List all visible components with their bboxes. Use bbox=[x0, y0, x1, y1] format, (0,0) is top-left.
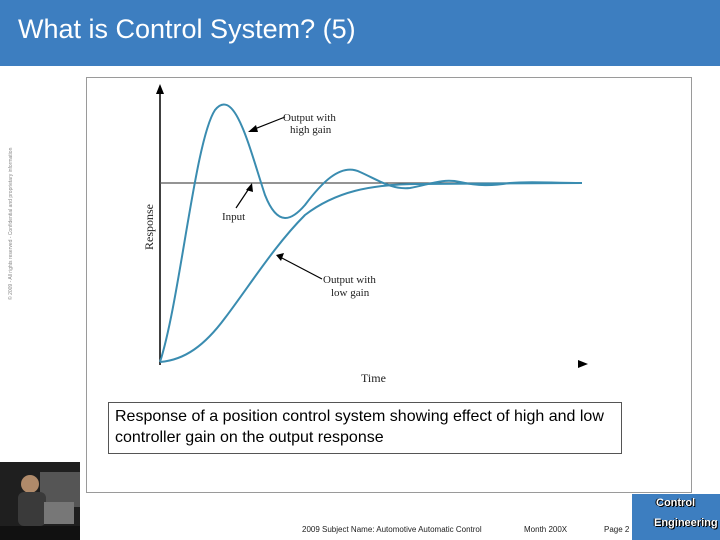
input-arrowhead bbox=[246, 183, 253, 192]
title-bar: What is Control System? (5) bbox=[0, 0, 720, 66]
logo-text-control: Control bbox=[656, 497, 696, 509]
x-axis-label: Time bbox=[361, 371, 386, 385]
high-gain-pointer bbox=[251, 116, 286, 131]
footer-page: Page 2 bbox=[604, 525, 630, 534]
high-gain-curve bbox=[159, 103, 583, 363]
slide-title: What is Control System? (5) bbox=[18, 14, 356, 44]
high-gain-arrowhead bbox=[248, 125, 258, 132]
input-pointer bbox=[235, 186, 251, 209]
x-axis-arrow bbox=[578, 360, 588, 368]
logo-background bbox=[632, 494, 720, 540]
engineer-photo bbox=[0, 462, 80, 540]
diagram-caption: Response of a position control system sh… bbox=[108, 402, 622, 454]
annotation-input: Input bbox=[222, 211, 245, 223]
logo-text-engineering: Engineering bbox=[654, 517, 718, 529]
annotation-low-gain-2: low gain bbox=[331, 287, 370, 299]
y-axis-arrow bbox=[156, 84, 164, 94]
annotation-high-gain-2: high gain bbox=[290, 124, 332, 136]
footer-subject: 2009 Subject Name: Automotive Automatic … bbox=[302, 525, 482, 534]
annotation-low-gain-1: Output with bbox=[323, 274, 376, 286]
low-gain-arrowhead bbox=[276, 253, 284, 261]
engineer-photo-art bbox=[0, 462, 80, 540]
y-axis-label: Response bbox=[142, 204, 156, 250]
low-gain-pointer bbox=[279, 256, 323, 280]
footer-date: Month 200X bbox=[524, 525, 568, 534]
annotation-high-gain-1: Output with bbox=[283, 112, 336, 124]
low-gain-curve bbox=[159, 182, 583, 363]
